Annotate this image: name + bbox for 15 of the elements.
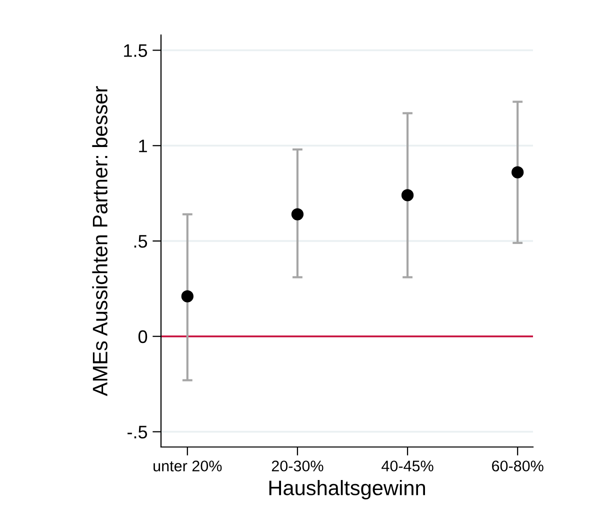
point (291, 208, 304, 220)
x-tick-label: unter 20% (154, 460, 222, 472)
x-tick-label: 20-30% (272, 460, 324, 472)
x-tick-label: 60-80% (492, 460, 544, 472)
x-tick-label: 40-45% (382, 460, 434, 472)
y-tick-label: 1 (139, 140, 147, 152)
y-tick-label: 1.5 (124, 44, 148, 57)
y-tick-label: 0 (138, 330, 148, 344)
point (401, 189, 414, 202)
y-tick-label: -.5 (128, 426, 148, 438)
x-axis-title: Haushaltsgewinn (269, 480, 425, 500)
point (181, 290, 194, 302)
y-tick-label: .5 (134, 235, 148, 248)
point (512, 166, 524, 178)
y-axis-title: AMEs Aussichten Partner: besser (92, 86, 108, 396)
